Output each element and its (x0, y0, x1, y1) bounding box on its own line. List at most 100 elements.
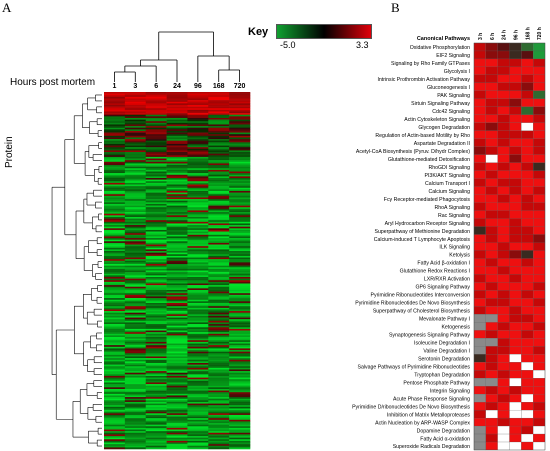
heatmap-b-cell (485, 282, 498, 291)
heatmap-a-cell (104, 340, 126, 343)
heatmap-a-cell (145, 100, 167, 103)
heatmap-a-cell (166, 351, 188, 354)
heatmap-a-cell (229, 239, 251, 242)
heatmap-a-cell (104, 265, 126, 268)
heatmap-a-cell (229, 268, 251, 271)
column-label-168: 168 (213, 83, 225, 90)
heatmap-b-cell (533, 74, 546, 84)
heatmap-a-cell (124, 160, 147, 163)
heatmap-a-cell (124, 390, 147, 393)
heatmap-a-cell (208, 400, 230, 403)
heatmap-a-cell (145, 423, 167, 425)
heatmap-a-cell (104, 275, 126, 278)
pathway-label: LXR/RXR Activation (424, 277, 470, 283)
heatmap-a-cell (124, 324, 147, 326)
heatmap-a-cell (104, 397, 126, 399)
heatmap-a-cell (208, 257, 230, 260)
heatmap-a-cell (166, 249, 188, 252)
heatmap-a-cell (166, 330, 188, 333)
heatmap-a-cell (166, 424, 188, 427)
heatmap-a-cell (166, 309, 188, 312)
heatmap-a-cell (166, 187, 188, 190)
heatmap-a-cell (124, 186, 147, 189)
heatmap-a-cell (208, 304, 230, 307)
heatmap-b-cell (497, 258, 510, 267)
heatmap-a-cell (166, 119, 188, 122)
heatmap-a-cell (229, 384, 251, 387)
heatmap-b-cell (533, 258, 546, 267)
heatmap-a-cell (145, 210, 167, 213)
heatmap-a-cell (145, 190, 167, 193)
heatmap-a-cell (187, 221, 209, 224)
heatmap-a-cell (187, 155, 209, 158)
heatmap-a-cell (166, 158, 188, 161)
heatmap-a-cell (145, 257, 167, 260)
heatmap-a-cell (229, 207, 251, 210)
heatmap-a-cell (229, 398, 251, 401)
heatmap-a-cell (187, 182, 209, 185)
heatmap-a-cell (208, 315, 230, 318)
heatmap-a-cell (145, 186, 167, 189)
heatmap-a-cell (124, 304, 147, 307)
heatmap-a-cell (166, 375, 188, 378)
heatmap-a-cell (229, 225, 251, 227)
heatmap-a-cell (229, 129, 251, 132)
heatmap-a-cell (208, 348, 230, 351)
heatmap-a-cell (229, 265, 251, 268)
heatmap-a-cell (166, 306, 188, 309)
heatmap-a-cell (229, 252, 251, 255)
heatmap-a-cell (166, 286, 188, 289)
heatmap-a-cell (166, 325, 188, 328)
heatmap-a-cell (124, 445, 147, 448)
heatmap-a-cell (145, 249, 167, 252)
heatmap-b-cell (521, 258, 534, 267)
heatmap-a-cell (166, 152, 188, 154)
heatmap-b-cell (533, 106, 546, 115)
heatmap-a-cell (187, 179, 209, 182)
heatmap-a-cell (166, 418, 188, 421)
heatmap-a-cell (145, 178, 167, 180)
heatmap-a-cell (208, 379, 230, 382)
heatmap-a-cell (166, 442, 188, 445)
heatmap-a-cell (124, 395, 147, 398)
heatmap-a-cell (104, 431, 126, 434)
heatmap-a-cell (166, 252, 188, 255)
heatmap-a-cell (145, 353, 167, 356)
heatmap-a-cell (166, 372, 188, 375)
heatmap-a-cell (104, 169, 126, 172)
heatmap-a-cell (104, 367, 126, 370)
heatmap-a-cell (187, 231, 209, 234)
heatmap-a-cell (187, 375, 209, 378)
heatmap-a-cell (104, 414, 126, 417)
heatmap-a-cell (124, 98, 147, 101)
heatmap-a-cell (104, 108, 126, 111)
heatmap-a-cell (166, 434, 188, 437)
heatmap-a-cell (104, 351, 126, 354)
heatmap-a-cell (145, 137, 167, 140)
heatmap-a-cell (104, 111, 126, 114)
heatmap-a-cell (104, 302, 126, 305)
heatmap-a-cell (208, 285, 230, 288)
heatmap-b-cell (509, 106, 522, 115)
heatmap-a-cell (166, 369, 188, 372)
heatmap-a-cell (104, 251, 126, 253)
heatmap-a-cell (229, 272, 251, 275)
heatmap-a-cell (104, 184, 126, 187)
heatmap-a-cell (187, 366, 209, 369)
heatmap-a-cell (145, 231, 167, 234)
heatmap-a-cell (104, 343, 126, 346)
heatmap-a-cell (208, 278, 230, 281)
heatmap-a-cell (166, 234, 188, 237)
heatmap-a-cell (229, 285, 251, 288)
heatmap-a-cell (229, 379, 251, 382)
heatmap-a-cell (124, 444, 147, 447)
heatmap-a-cell (124, 423, 147, 425)
heatmap-a-cell (229, 429, 251, 432)
heatmap-a-cell (124, 242, 147, 245)
heatmap-a-cell (166, 403, 188, 406)
heatmap-b-cell (533, 162, 546, 171)
heatmap-b-cell (521, 122, 534, 131)
heatmap-a-cell (166, 106, 188, 109)
heatmap-a-cell (166, 95, 188, 98)
heatmap-a-cell (229, 332, 251, 335)
